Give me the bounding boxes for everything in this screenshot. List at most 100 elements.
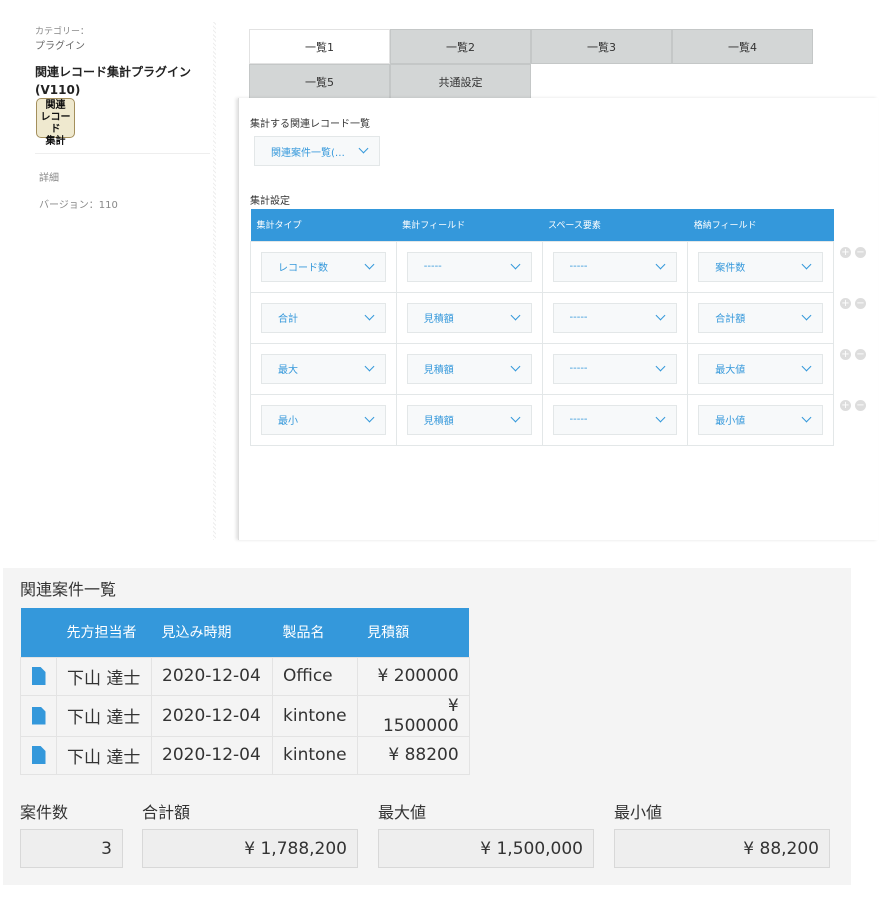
agg-row: レコード数 ----- ----- 案件数	[250, 240, 834, 293]
related-list-value: 関連案件一覧(…	[271, 147, 345, 159]
chevron-down-icon	[801, 361, 812, 371]
related-list-title: 関連案件一覧	[20, 580, 117, 599]
chevron-down-icon	[364, 412, 375, 422]
select-value: -----	[569, 312, 588, 323]
chevron-down-icon	[655, 259, 666, 269]
agg-type-select[interactable]: 合計	[261, 302, 386, 333]
col-product: 製品名	[272, 608, 358, 657]
select-value: 最大値	[715, 365, 746, 376]
select-value: 合計額	[715, 314, 746, 325]
store-field-select[interactable]: 最小値	[698, 404, 823, 435]
agg-cell: 合計額	[687, 291, 834, 344]
record-detail-link[interactable]	[20, 735, 57, 775]
col-estimate: 見積額	[357, 608, 470, 657]
tab-list5[interactable]: 一覧5	[249, 64, 390, 99]
remove-row-button[interactable]: −	[855, 247, 866, 258]
document-icon	[31, 746, 46, 764]
remove-row-button[interactable]: −	[855, 298, 866, 309]
agg-cell: 最大値	[687, 342, 834, 395]
add-row-button[interactable]: +	[840, 247, 851, 258]
select-value: 合計	[278, 314, 298, 325]
select-value: 最小	[278, 416, 298, 427]
select-value: 案件数	[715, 263, 746, 274]
agg-field-select[interactable]: -----	[406, 251, 532, 282]
select-value: 見積額	[423, 365, 454, 376]
summary-value: ¥ 1,500,000	[378, 829, 594, 868]
related-records-table: 先方担当者 見込み時期 製品名 見積額 下山 達士 2020-12-04 Offic…	[20, 608, 470, 775]
document-icon	[31, 667, 46, 685]
chevron-down-icon	[364, 259, 375, 269]
space-element-select[interactable]: -----	[552, 404, 678, 435]
agg-type-select[interactable]: 最大	[261, 353, 386, 384]
related-list-select[interactable]: 関連案件一覧(…	[254, 136, 380, 166]
agg-cell: レコード数	[250, 240, 397, 293]
agg-cell: -----	[541, 342, 689, 395]
related-list-label: 集計する関連レコード一覧	[250, 119, 370, 130]
select-value: -----	[423, 261, 442, 272]
record-cell: ¥ 1500000	[356, 694, 470, 737]
remove-row-button[interactable]: −	[855, 349, 866, 360]
select-value: 最小値	[715, 416, 746, 427]
chevron-down-icon	[364, 310, 375, 320]
chevron-down-icon	[510, 310, 520, 320]
summary-value: ¥ 1,788,200	[142, 829, 358, 868]
agg-field-select[interactable]: 見積額	[406, 302, 532, 333]
record-row: 下山 達士 2020-12-04 kintone ¥ 88200	[20, 735, 470, 775]
agg-field-select[interactable]: 見積額	[406, 404, 532, 435]
agg-type-select[interactable]: レコード数	[261, 251, 386, 282]
tab-list4[interactable]: 一覧4	[672, 29, 813, 64]
agg-settings-label: 集計設定	[250, 196, 290, 207]
remove-row-button[interactable]: −	[855, 400, 866, 411]
record-cell: kintone	[272, 694, 358, 737]
tab-list3[interactable]: 一覧3	[531, 29, 672, 64]
record-cell: 2020-12-04	[151, 656, 273, 696]
col-expected-date: 見込み時期	[151, 608, 273, 657]
select-value: 見積額	[423, 416, 454, 427]
record-cell: 2020-12-04	[151, 694, 273, 737]
store-field-select[interactable]: 最大値	[698, 353, 823, 384]
space-element-select[interactable]: -----	[552, 251, 678, 282]
tab-common-settings[interactable]: 共通設定	[390, 64, 531, 99]
col-icon	[20, 608, 57, 657]
select-value: -----	[569, 414, 588, 425]
agg-field-select[interactable]: 見積額	[406, 353, 532, 384]
category-value: プラグイン	[35, 41, 85, 52]
agg-cell: 最大	[250, 342, 397, 395]
agg-settings-table: 集計タイプ 集計フィールド スペース要素 格納フィールド レコード数 ----- -…	[250, 209, 834, 446]
col-agg-type: 集計タイプ	[250, 209, 397, 241]
record-detail-link[interactable]	[20, 656, 57, 696]
sidebar-divider	[213, 22, 216, 540]
agg-cell: 合計	[250, 291, 397, 344]
select-value: 見積額	[423, 314, 454, 325]
add-row-button[interactable]: +	[840, 349, 851, 360]
category-label: カテゴリー：	[35, 27, 90, 37]
add-row-button[interactable]: +	[840, 400, 851, 411]
chevron-down-icon	[655, 310, 666, 320]
space-element-select[interactable]: -----	[552, 353, 678, 384]
select-value: レコード数	[278, 263, 328, 274]
chevron-down-icon	[510, 412, 520, 422]
summary-label: 最小値	[614, 803, 663, 822]
tab-list2[interactable]: 一覧2	[390, 29, 531, 64]
store-field-select[interactable]: 案件数	[698, 251, 823, 282]
add-row-button[interactable]: +	[840, 298, 851, 309]
chevron-down-icon	[358, 143, 369, 154]
tab-list1[interactable]: 一覧1	[249, 29, 390, 64]
record-detail-link[interactable]	[20, 694, 57, 737]
agg-row: 最大 見積額 ----- 最大値	[250, 342, 834, 395]
agg-row: 最小 見積額 ----- 最小値	[250, 393, 834, 446]
agg-cell: 案件数	[687, 240, 834, 293]
details-link[interactable]: 詳細	[39, 173, 59, 184]
space-element-select[interactable]: -----	[552, 302, 678, 333]
chevron-down-icon	[801, 412, 812, 422]
agg-cell: 見積額	[395, 342, 543, 395]
record-row: 下山 達士 2020-12-04 Office ¥ 200000	[20, 656, 470, 696]
agg-type-select[interactable]: 最小	[261, 404, 386, 435]
agg-cell: 最小値	[687, 393, 834, 446]
document-icon	[31, 706, 46, 725]
chevron-down-icon	[655, 361, 666, 371]
store-field-select[interactable]: 合計額	[698, 302, 823, 333]
summary-label: 合計額	[142, 803, 191, 822]
select-value: 最大	[278, 365, 298, 376]
select-value: -----	[569, 363, 588, 374]
